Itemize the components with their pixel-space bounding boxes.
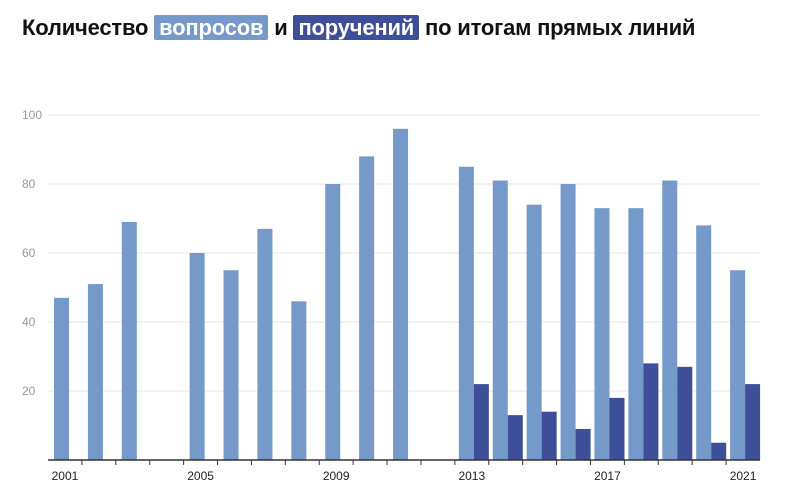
bar-questions-2017	[594, 208, 610, 460]
y-tick-label: 20	[22, 384, 36, 398]
y-tick-label: 60	[22, 246, 36, 260]
bars	[54, 128, 761, 461]
x-tick-label: 2021	[730, 469, 757, 483]
title-highlight-orders: поручений	[293, 15, 420, 40]
chart-title: Количество вопросов и поручений по итога…	[22, 12, 762, 43]
bar-questions-2020	[696, 225, 712, 460]
bar-orders-2020	[711, 442, 727, 460]
title-highlight-questions: вопросов	[154, 15, 269, 40]
x-tick-label: 2005	[187, 469, 214, 483]
title-text-2: и	[268, 15, 294, 40]
y-tick-label: 80	[22, 177, 36, 191]
bar-questions-2009	[325, 184, 341, 460]
y-tick-label: 100	[22, 108, 42, 122]
bar-questions-2011	[393, 128, 409, 461]
bar-questions-2021	[730, 270, 746, 460]
y-axis-ticks: 20 40 60 80 100	[22, 108, 42, 398]
bar-orders-2013	[473, 384, 489, 460]
bar-questions-2007	[257, 228, 273, 460]
title-text-3: по итогам прямых линий	[419, 15, 696, 40]
bar-questions-2008	[291, 301, 307, 460]
x-tick-label: 2017	[594, 469, 621, 483]
x-tick-label: 2001	[52, 469, 79, 483]
bar-orders-2018	[643, 363, 659, 460]
bar-orders-2015	[541, 411, 557, 460]
x-tick-label: 2013	[458, 469, 485, 483]
bar-questions-2006	[223, 270, 239, 460]
y-tick-label: 40	[22, 315, 36, 329]
bar-orders-2019	[677, 366, 693, 460]
bar-orders-2021	[745, 384, 761, 460]
x-tick-label: 2009	[323, 469, 350, 483]
bar-questions-2014	[492, 180, 508, 461]
bar-questions-2005	[189, 253, 205, 460]
bar-orders-2017	[609, 397, 625, 460]
x-axis: 2001 2005 2009 2013 2017 2021	[48, 459, 760, 483]
bar-questions-2018	[628, 208, 644, 460]
bar-questions-2002	[87, 284, 103, 460]
bar-questions-2019	[662, 180, 678, 461]
bar-questions-2003	[121, 221, 137, 460]
bar-questions-2013	[458, 166, 474, 460]
bar-orders-2014	[507, 415, 523, 460]
bar-questions-2015	[526, 204, 542, 460]
bar-questions-2010	[359, 156, 375, 460]
bar-questions-2016	[560, 184, 576, 460]
bar-questions-2001	[54, 297, 69, 460]
title-text-1: Количество	[22, 15, 155, 40]
bar-orders-2016	[575, 428, 591, 460]
